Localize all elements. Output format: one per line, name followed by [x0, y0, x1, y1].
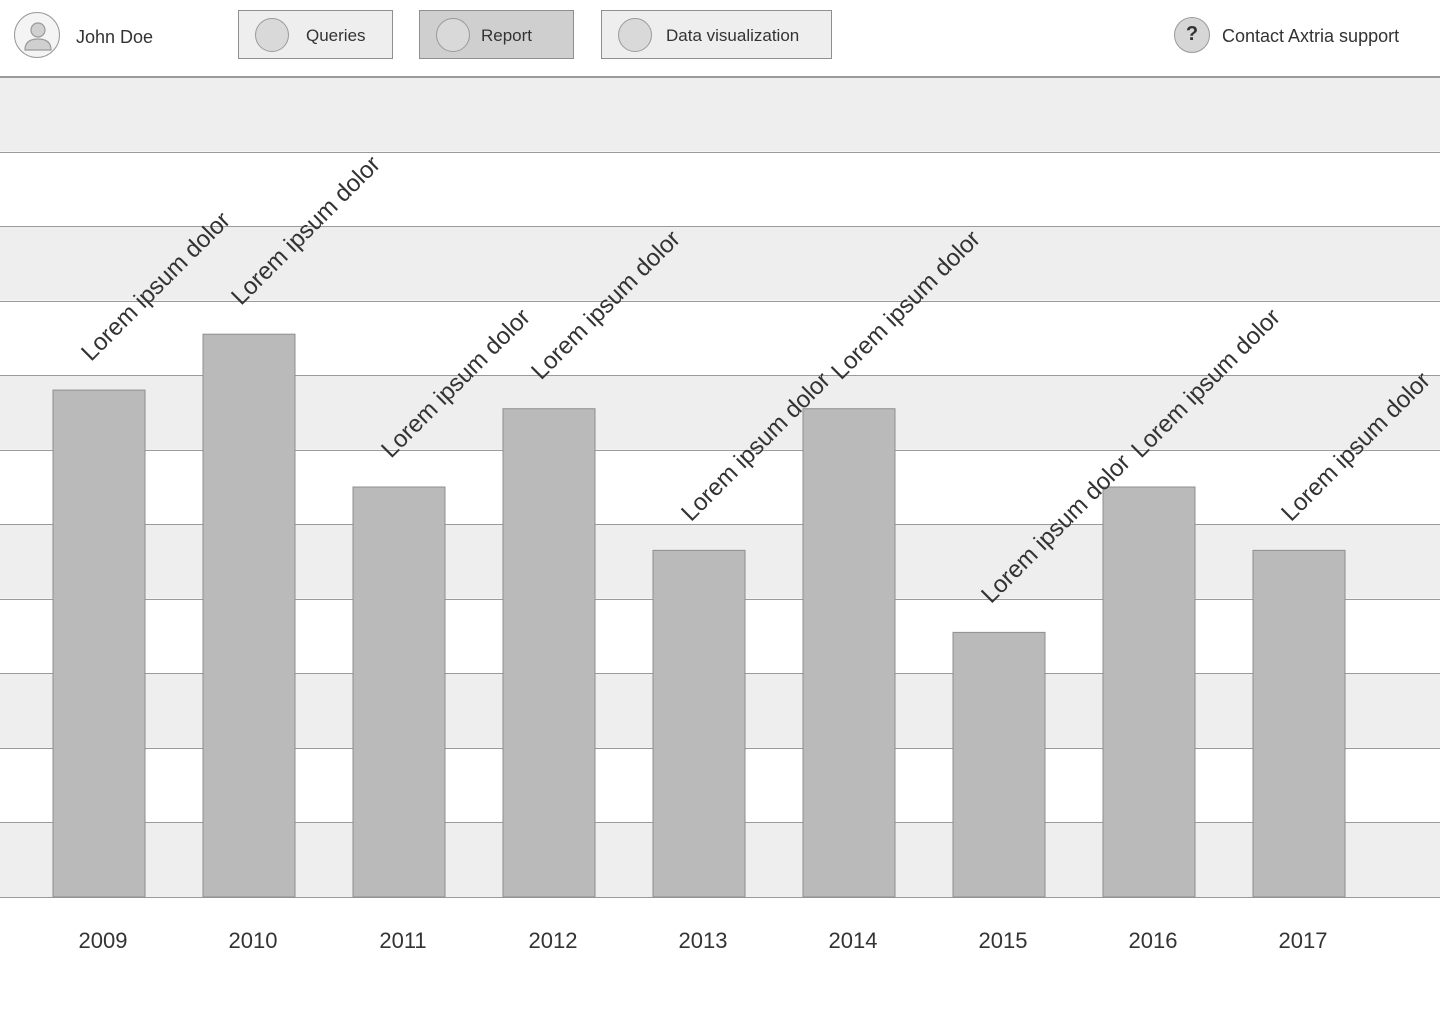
x-axis-tick-labels: 2009 2010 2011 2012 2013 2014 2015 2016 2017 [79, 928, 1328, 953]
data-visualization-icon [618, 18, 652, 52]
bar-2015[interactable] [952, 631, 1046, 898]
avatar[interactable] [14, 12, 60, 58]
bars [52, 333, 1346, 898]
contact-support-link[interactable]: Contact Axtria support [1222, 26, 1400, 46]
x-tick-2010: 2010 [229, 928, 278, 953]
bar-2016[interactable] [1102, 486, 1196, 898]
bar-2012[interactable] [502, 408, 596, 898]
x-tick-2014: 2014 [829, 928, 878, 953]
user-name: John Doe [76, 27, 154, 47]
help-icon[interactable]: ? [1174, 17, 1210, 53]
nav-label-data-visualization: Data visualization [666, 26, 800, 45]
nav-label-queries: Queries [306, 26, 366, 45]
x-tick-2012: 2012 [529, 928, 578, 953]
x-tick-2016: 2016 [1129, 928, 1178, 953]
bar-2014[interactable] [802, 408, 896, 898]
bar-2010[interactable] [202, 333, 296, 898]
bar-2009[interactable] [52, 389, 146, 898]
x-tick-2011: 2011 [379, 928, 426, 953]
x-tick-2017: 2017 [1279, 928, 1328, 953]
nav-button-queries[interactable]: Queries [238, 10, 393, 59]
bar-2017[interactable] [1252, 549, 1346, 898]
nav-label-report: Report [481, 26, 533, 45]
top-header: John Doe Queries Report Data visualizati… [0, 0, 1440, 76]
user-icon [24, 22, 52, 51]
x-tick-2009: 2009 [79, 928, 128, 953]
bar-2011[interactable] [352, 486, 446, 898]
x-tick-2015: 2015 [979, 928, 1028, 953]
grid-band [0, 77, 1440, 152]
x-tick-2013: 2013 [679, 928, 728, 953]
header-divider [0, 76, 1440, 77]
grid-band [0, 226, 1440, 301]
nav-button-report[interactable]: Report [419, 10, 574, 59]
bar-2013[interactable] [652, 549, 746, 898]
report-icon [436, 18, 470, 52]
grid-band [0, 151, 1440, 227]
queries-icon [255, 18, 289, 52]
nav-button-data-visualization[interactable]: Data visualization [601, 10, 832, 59]
